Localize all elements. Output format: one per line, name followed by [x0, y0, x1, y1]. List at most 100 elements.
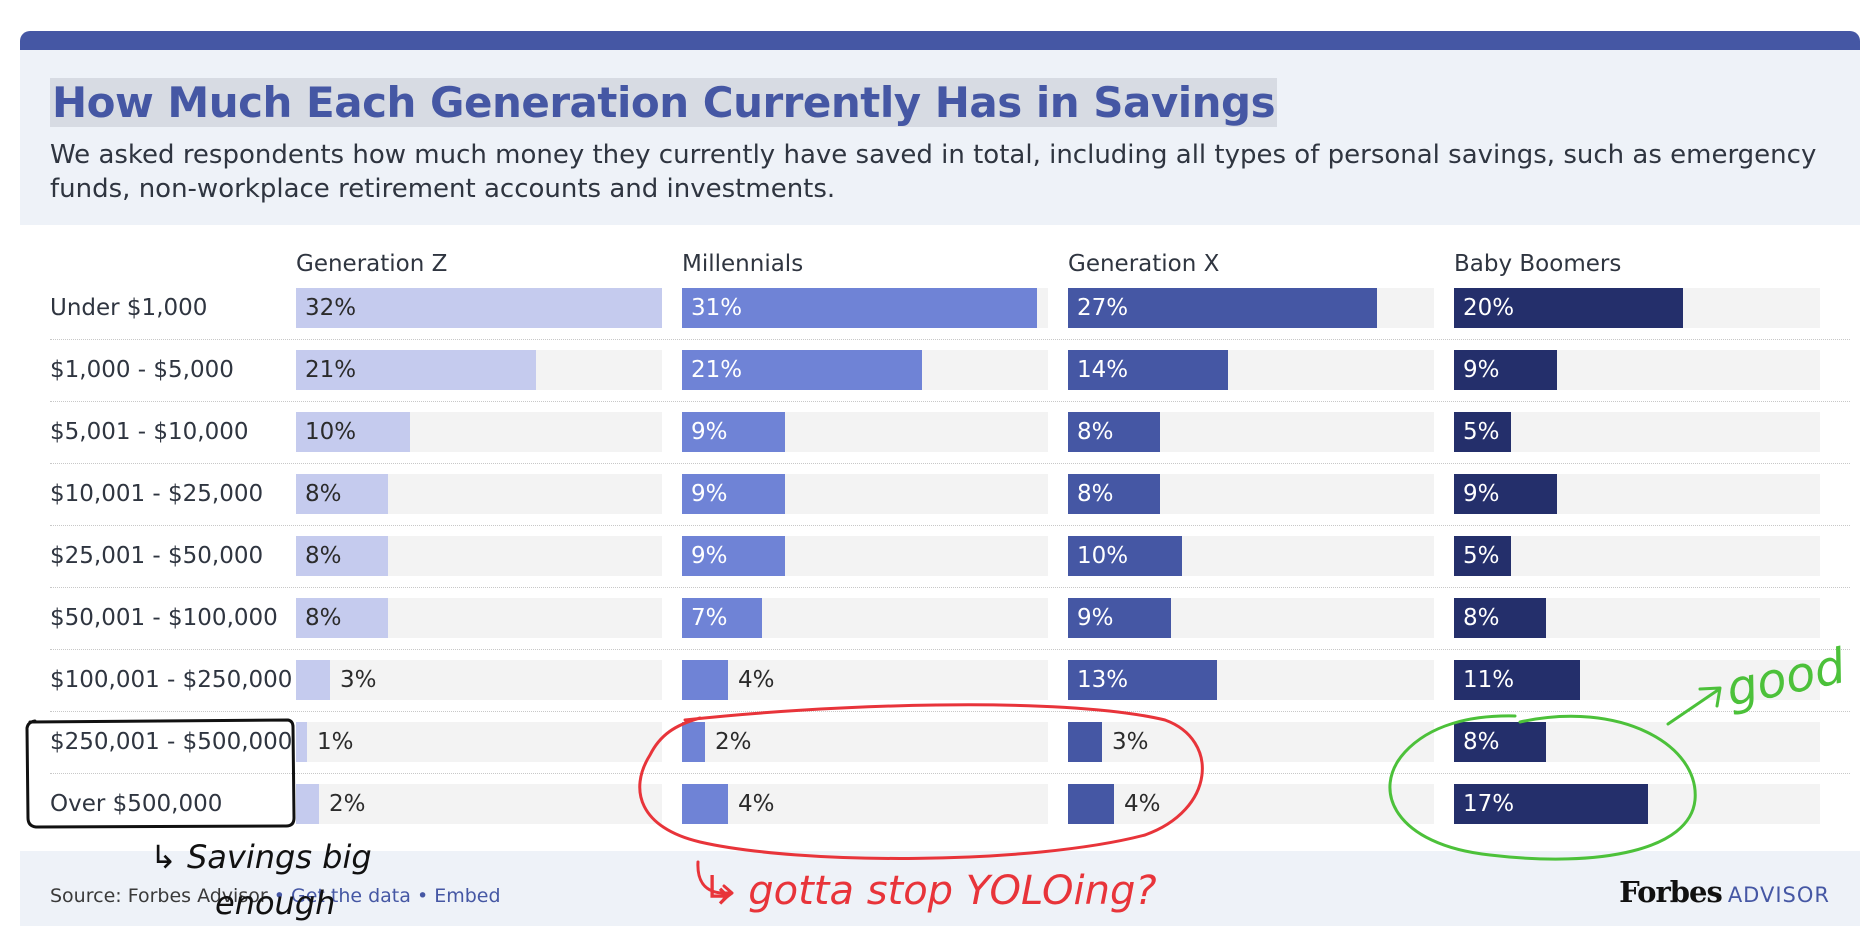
bar-track: 17%: [1454, 784, 1820, 824]
bar: [1068, 598, 1171, 638]
bar: [1068, 288, 1377, 328]
bar-value-label: 7%: [691, 605, 728, 631]
row-label: $50,001 - $100,000: [50, 605, 278, 631]
bar: [1454, 474, 1557, 514]
bar-track: 9%: [682, 412, 1048, 452]
bar-track: 8%: [1454, 722, 1820, 762]
logo-advisor: ADVISOR: [1727, 883, 1830, 907]
bar-track: 11%: [1454, 660, 1820, 700]
bar: [296, 598, 388, 638]
bar-value-label: 9%: [691, 543, 728, 569]
bar: [682, 288, 1037, 328]
bar: [1068, 474, 1160, 514]
bar-chart: Generation Z Millennials Generation X Baby …: [20, 251, 1860, 861]
bar-value-label: 21%: [305, 357, 357, 383]
bar-value-label: 10%: [1077, 543, 1129, 569]
bar: [296, 350, 536, 390]
bar-track: 3%: [296, 660, 662, 700]
bar-track: 32%: [296, 288, 662, 328]
row-label: $1,000 - $5,000: [50, 357, 234, 383]
bar-track: 4%: [1068, 784, 1434, 824]
column-header: Generation Z: [296, 251, 448, 277]
bar-value-label: 4%: [738, 791, 775, 817]
bar-value-label: 31%: [691, 295, 743, 321]
bar-track: 8%: [296, 598, 662, 638]
bar-track: 5%: [1454, 536, 1820, 576]
bar-track: 10%: [296, 412, 662, 452]
bar-track: 10%: [1068, 536, 1434, 576]
bar: [296, 660, 330, 700]
bar-value-label: 3%: [1112, 729, 1149, 755]
bar-track: 14%: [1068, 350, 1434, 390]
bar-track: 21%: [296, 350, 662, 390]
bar-track: 5%: [1454, 412, 1820, 452]
bar: [682, 350, 922, 390]
bar-value-label: 1%: [317, 729, 354, 755]
bar-track: 8%: [296, 474, 662, 514]
bar-value-label: 9%: [691, 481, 728, 507]
bar-track: 4%: [682, 784, 1048, 824]
bar: [296, 722, 307, 762]
bar-value-label: 20%: [1463, 295, 1515, 321]
bar-track: 2%: [296, 784, 662, 824]
bar-value-label: 17%: [1463, 791, 1515, 817]
bar-value-label: 10%: [305, 419, 357, 445]
bar: [1068, 412, 1160, 452]
bar-value-label: 8%: [305, 481, 342, 507]
bar-value-label: 8%: [305, 605, 342, 631]
column-header: Generation X: [1068, 251, 1220, 277]
title-highlight: How Much Each Generation Currently Has i…: [50, 78, 1278, 127]
bar-track: 7%: [682, 598, 1048, 638]
bar-value-label: 2%: [329, 791, 366, 817]
black-annotation-line1: ↳ Savings big: [150, 838, 372, 876]
bar-value-label: 3%: [340, 667, 377, 693]
bar-value-label: 8%: [1077, 481, 1114, 507]
bar-value-label: 27%: [1077, 295, 1129, 321]
bar: [1454, 350, 1557, 390]
bar: [682, 474, 785, 514]
red-annotation-text: ↳ gotta stop YOLOing?: [702, 868, 1157, 914]
bar-value-label: 8%: [305, 543, 342, 569]
bar: [682, 722, 705, 762]
row-separator: [50, 649, 1850, 650]
bar-value-label: 8%: [1077, 419, 1114, 445]
embed-link[interactable]: Embed: [434, 885, 501, 907]
bar: [1454, 598, 1546, 638]
bar-value-label: 4%: [738, 667, 775, 693]
bar-value-label: 21%: [691, 357, 743, 383]
column-header: Millennials: [682, 251, 804, 277]
bar: [1454, 288, 1683, 328]
row-label: Under $1,000: [50, 295, 208, 321]
bar-track: 8%: [1068, 474, 1434, 514]
row-separator: [50, 401, 1850, 402]
row-label: $250,001 - $500,000: [50, 729, 293, 755]
row-separator: [50, 773, 1850, 774]
bar-value-label: 8%: [1463, 605, 1500, 631]
bar-track: 8%: [1068, 412, 1434, 452]
bar: [1454, 412, 1511, 452]
bar: [1454, 660, 1580, 700]
bar: [1068, 722, 1102, 762]
get-data-link[interactable]: Get the data: [290, 885, 411, 907]
bar-track: 1%: [296, 722, 662, 762]
bar-track: 9%: [1454, 474, 1820, 514]
bar-value-label: 2%: [715, 729, 752, 755]
bar-track: 2%: [682, 722, 1048, 762]
bar: [296, 412, 410, 452]
row-label: $25,001 - $50,000: [50, 543, 264, 569]
chart-footer: Source: Forbes Advisor • Get the data • …: [20, 851, 1860, 926]
bar-value-label: 9%: [1463, 481, 1500, 507]
bar-value-label: 11%: [1463, 667, 1515, 693]
bar: [1068, 350, 1228, 390]
bar-value-label: 5%: [1463, 419, 1500, 445]
bar-track: 13%: [1068, 660, 1434, 700]
bar-track: 4%: [682, 660, 1048, 700]
bar-track: 3%: [1068, 722, 1434, 762]
bar-value-label: 8%: [1463, 729, 1500, 755]
source-text: Source: Forbes Advisor: [50, 885, 268, 907]
bar-track: 8%: [1454, 598, 1820, 638]
bar-value-label: 32%: [305, 295, 357, 321]
bar-value-label: 5%: [1463, 543, 1500, 569]
chart-header: How Much Each Generation Currently Has i…: [20, 50, 1860, 225]
bar-value-label: 9%: [1463, 357, 1500, 383]
